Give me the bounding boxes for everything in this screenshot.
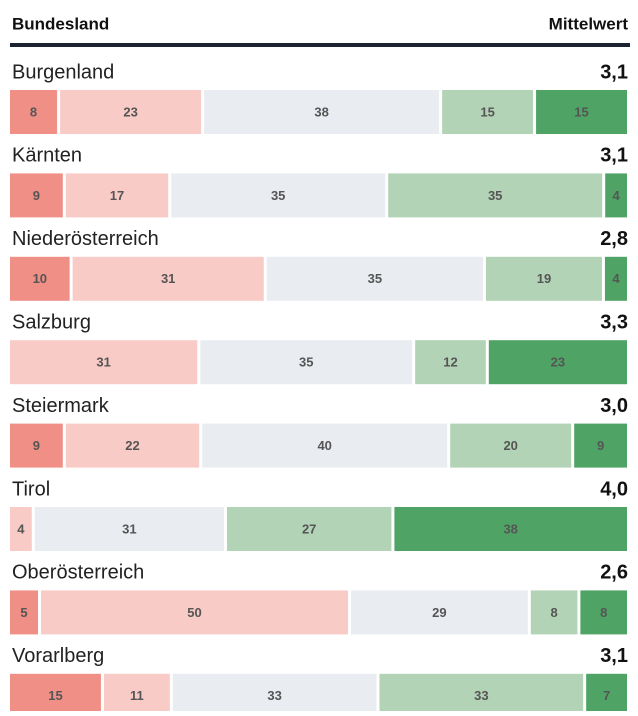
segment-label: 9	[33, 188, 40, 203]
mean-label: 2,6	[600, 562, 628, 584]
segment-label: 9	[33, 438, 40, 453]
segment-label: 35	[271, 188, 285, 203]
mean-label: 3,1	[600, 645, 628, 667]
bar-segment	[580, 590, 627, 635]
bar-segment	[442, 90, 534, 134]
bar-segment	[10, 340, 198, 385]
mean-label: 4,0	[600, 478, 628, 500]
row-label: Oberösterreich	[12, 562, 144, 584]
bar-segment	[172, 673, 377, 716]
bar-segment	[60, 90, 202, 134]
segment-label: 33	[474, 688, 488, 703]
row-label: Salzburg	[12, 311, 91, 333]
segment-label: 31	[96, 355, 110, 370]
segment-label: 19	[537, 271, 551, 286]
bar-segment	[574, 423, 627, 468]
bar-segment	[204, 90, 440, 134]
bar-segment	[65, 173, 169, 218]
segment-label: 20	[503, 438, 517, 453]
bar-segment	[171, 173, 386, 218]
bar-segment	[415, 340, 486, 385]
segment-label: 5	[20, 605, 27, 620]
bar-segment	[605, 173, 627, 218]
bar-segment	[586, 673, 627, 716]
segment-label: 31	[161, 271, 175, 286]
mean-label: 3,1	[600, 61, 628, 83]
segment-label: 23	[551, 355, 565, 370]
segment-label: 33	[267, 688, 281, 703]
segment-label: 40	[317, 438, 331, 453]
bar-segment	[72, 256, 264, 301]
bar-segment	[450, 423, 572, 468]
row-label: Burgenland	[12, 61, 114, 83]
segment-label: 23	[123, 104, 137, 119]
bar-segment	[202, 423, 448, 468]
bar-segment	[227, 507, 392, 551]
bar-segment	[34, 507, 224, 551]
segment-label: 8	[550, 605, 557, 620]
bar-segment	[10, 673, 101, 716]
segment-label: 35	[368, 271, 382, 286]
segment-label: 15	[574, 104, 588, 119]
bar-segment	[604, 256, 627, 301]
segment-label: 38	[314, 104, 328, 119]
mean-label: 3,0	[600, 395, 628, 417]
segment-label: 4	[612, 188, 620, 203]
segment-label: 4	[612, 271, 620, 286]
segment-label: 35	[299, 355, 313, 370]
segment-label: 15	[48, 688, 62, 703]
segment-label: 8	[600, 605, 607, 620]
segment-label: 8	[30, 104, 37, 119]
segment-label: 15	[480, 104, 494, 119]
segment-label: 38	[503, 521, 517, 536]
row-label: Steiermark	[12, 395, 110, 417]
segment-label: 27	[302, 521, 316, 536]
segment-label: 10	[33, 271, 47, 286]
segment-label: 7	[603, 688, 610, 703]
bar-segment	[10, 256, 70, 301]
bar-segment	[530, 590, 578, 635]
segment-label: 11	[130, 688, 144, 703]
row-label: Tirol	[12, 478, 50, 500]
segment-label: 35	[488, 188, 502, 203]
segment-label: 29	[432, 605, 446, 620]
segment-label: 4	[17, 521, 25, 536]
segment-label: 22	[125, 438, 139, 453]
bar-segment	[379, 673, 584, 716]
row-label: Kärnten	[12, 145, 82, 167]
bar-segment	[10, 507, 32, 551]
mean-label: 3,1	[600, 145, 628, 167]
bar-segment	[536, 90, 627, 134]
bar-segment	[485, 256, 602, 301]
mean-label: 3,3	[600, 311, 628, 333]
bar-segment	[65, 423, 200, 468]
row-label: Niederösterreich	[12, 228, 159, 250]
bar-segment	[10, 90, 58, 134]
bar-segment	[41, 590, 348, 635]
mean-label: 2,8	[600, 228, 628, 250]
bar-segment	[10, 173, 63, 218]
bar-segment	[388, 173, 603, 218]
bar-segment	[10, 423, 63, 468]
segment-label: 31	[122, 521, 136, 536]
mean-header: Mittelwert	[549, 14, 629, 33]
header-rule	[10, 43, 630, 47]
row-label: Vorarlberg	[12, 645, 104, 667]
segment-label: 12	[443, 355, 457, 370]
bar-segment	[103, 673, 170, 716]
segment-label: 17	[110, 188, 124, 203]
bar-segment	[266, 256, 483, 301]
segment-label: 50	[187, 605, 201, 620]
category-header: Bundesland	[12, 14, 109, 33]
bar-segment	[351, 590, 528, 635]
bar-segment	[10, 590, 38, 635]
bar-segment	[200, 340, 413, 385]
segment-label: 9	[597, 438, 604, 453]
bar-segment	[488, 340, 627, 385]
bar-segment	[394, 507, 627, 551]
